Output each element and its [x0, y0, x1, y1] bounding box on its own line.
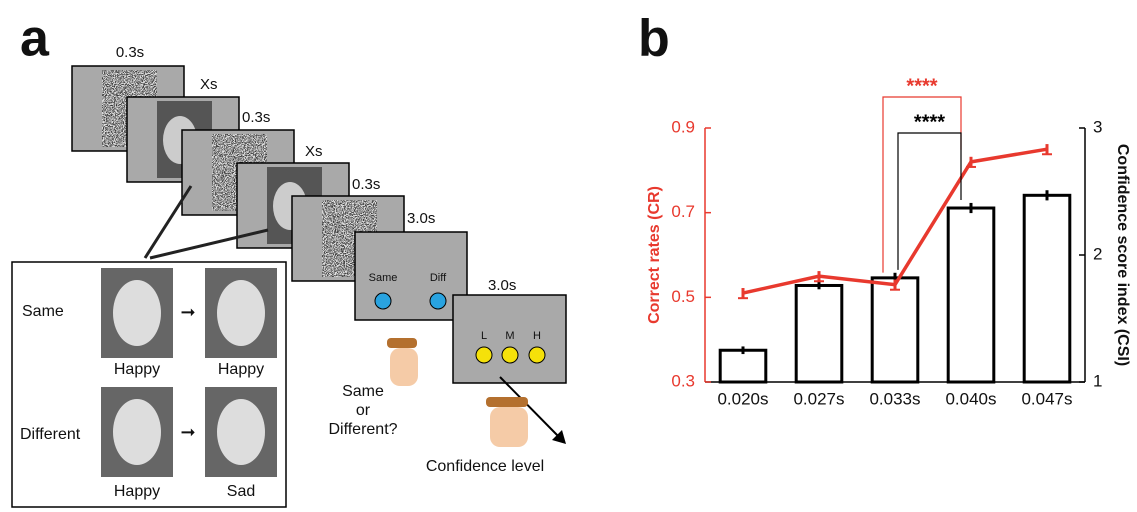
y2-tick-label: 1: [1093, 371, 1102, 390]
y-tick-label: 0.9: [671, 117, 695, 136]
duration: 0.3s: [352, 176, 380, 193]
panel-label: a: [20, 10, 50, 68]
button: [529, 347, 545, 363]
face-label: Happy: [114, 483, 160, 500]
hand-icon: [486, 397, 528, 447]
y2-tick-label: 2: [1093, 244, 1102, 263]
face-label: Happy: [114, 361, 160, 378]
prompt: Different?: [328, 421, 397, 438]
button: [502, 347, 518, 363]
y-tick-label: 0.7: [671, 202, 695, 221]
duration: Xs: [305, 143, 323, 160]
x-tick-label: 0.047s: [1021, 389, 1072, 408]
condition: Different: [20, 426, 81, 443]
y-tick-label: 0.5: [671, 287, 695, 306]
face: [101, 268, 173, 358]
y2-tick-label: 3: [1093, 117, 1102, 136]
button: [430, 293, 446, 309]
face: [205, 387, 277, 477]
panel-a: a 0.3s Xs 0.3s Xs 0.3s 3.0s Same Diff 3.…: [12, 10, 566, 507]
face: [101, 387, 173, 477]
significance-label: ****: [914, 111, 945, 133]
face-label: Sad: [227, 483, 255, 500]
face: [205, 268, 277, 358]
x-tick-label: 0.040s: [945, 389, 996, 408]
option: M: [505, 330, 514, 342]
duration: 0.3s: [116, 44, 144, 61]
y2-axis-label: Confidence score index (CSI): [1114, 144, 1131, 366]
button: [476, 347, 492, 363]
condition: Same: [22, 303, 64, 320]
prompt: Same: [342, 383, 384, 400]
y-tick-label: 0.3: [671, 371, 695, 390]
x-tick-label: 0.027s: [793, 389, 844, 408]
x-tick-label: 0.020s: [717, 389, 768, 408]
bar: [948, 208, 994, 382]
bar: [796, 285, 842, 382]
duration: Xs: [200, 76, 218, 93]
bar: [1024, 195, 1070, 382]
significance-label: ****: [906, 75, 937, 97]
bar: [872, 278, 918, 382]
duration: 3.0s: [407, 210, 435, 227]
option: Diff: [430, 272, 447, 284]
option: Same: [369, 272, 398, 284]
arrow: ➞: [180, 302, 195, 322]
bar: [720, 350, 766, 382]
duration: 0.3s: [242, 109, 270, 126]
y-axis-label: Correct rates (CR): [646, 186, 663, 324]
line: [743, 149, 1047, 293]
option: L: [481, 330, 487, 342]
panel-label: b: [638, 10, 670, 68]
arrow: [145, 186, 191, 258]
prompt: Confidence level: [426, 458, 544, 475]
figure: a 0.3s Xs 0.3s Xs 0.3s 3.0s Same Diff 3.…: [0, 0, 1137, 512]
option: H: [533, 330, 541, 342]
arrow: ➞: [180, 422, 195, 442]
button: [375, 293, 391, 309]
duration: 3.0s: [488, 277, 516, 294]
face-label: Happy: [218, 361, 264, 378]
prompt: or: [356, 402, 371, 419]
x-tick-label: 0.033s: [869, 389, 920, 408]
hand-icon: [387, 338, 418, 386]
